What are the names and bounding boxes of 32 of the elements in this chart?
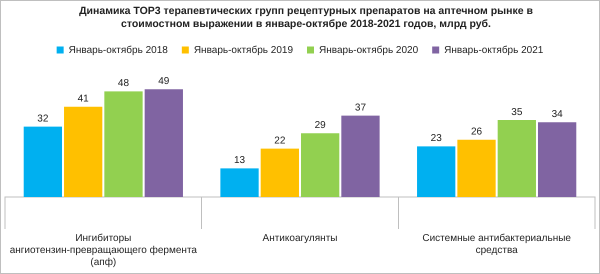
legend-label: Январь-октябрь 2019	[194, 44, 294, 56]
data-label: 22	[274, 135, 286, 146]
bar	[301, 133, 340, 197]
data-label: 32	[37, 113, 49, 124]
bar	[220, 168, 259, 197]
data-label: 26	[470, 126, 483, 138]
data-label: 37	[354, 102, 366, 114]
x-tick-label: Антикоагулянты	[262, 232, 338, 244]
bar	[341, 116, 380, 197]
x-tick-label: Системные антибактериальные средства	[422, 232, 572, 256]
bar	[64, 106, 102, 197]
data-label: 49	[158, 76, 170, 87]
bar	[538, 122, 576, 197]
data-label: 48	[118, 78, 130, 90]
bar	[457, 140, 496, 197]
legend-label: Январь-октябрь 2018	[68, 44, 168, 56]
legend-label: Январь-октябрь 2021	[444, 44, 544, 56]
chart-title: Динамика ТОР3 терапевтических групп рецептурных препаратов на аптечном рынке в стоимостном выражении в январе-октябре 2018-2021 годов, млрд руб.	[78, 5, 534, 31]
bar	[498, 120, 536, 197]
data-label: 13	[234, 155, 246, 166]
data-label: 34	[552, 108, 564, 120]
data-label: 23	[430, 133, 442, 144]
bar	[104, 91, 143, 197]
bar	[260, 148, 299, 197]
data-label: 41	[78, 94, 90, 105]
bar	[417, 146, 456, 197]
data-label: 29	[314, 120, 326, 131]
data-label: 35	[511, 106, 523, 118]
x-tick-label: Ингибиторы ангиотензин-превращающего фермента (апф)	[10, 232, 198, 268]
bar	[24, 126, 62, 197]
bar	[144, 89, 183, 197]
legend-label: Январь-октябрь 2020	[319, 44, 419, 56]
